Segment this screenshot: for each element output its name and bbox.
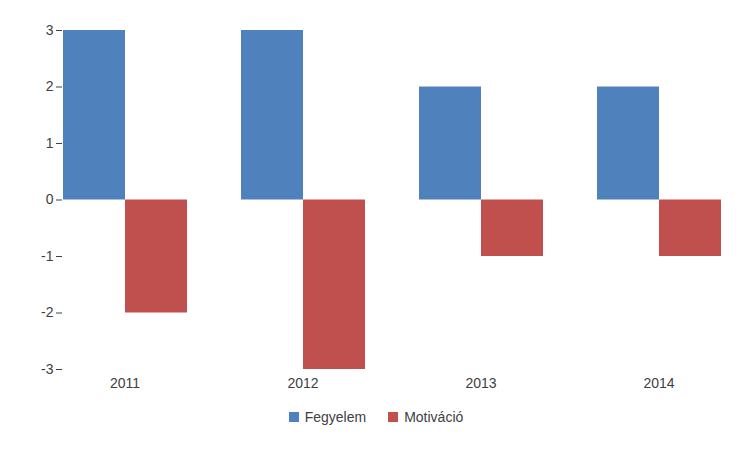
html-text:Motiváció: Motiváció: [404, 409, 464, 425]
html-text:Fegyelem: Fegyelem: [304, 409, 367, 425]
svg-text:1: 1: [46, 135, 54, 151]
svg-text:2011: 2011: [110, 375, 140, 391]
svg-text:2013: 2013: [465, 375, 496, 391]
svg-text:0: 0: [46, 191, 54, 207]
svg-text:2012: 2012: [287, 375, 318, 391]
svg-text:-2: -2: [41, 304, 54, 320]
svg-text:-3: -3: [41, 361, 54, 377]
svg-text:-1: -1: [41, 248, 54, 264]
svg-text:2: 2: [46, 78, 54, 94]
svg-text:2014: 2014: [643, 375, 674, 391]
svg-text:3: 3: [46, 22, 54, 38]
